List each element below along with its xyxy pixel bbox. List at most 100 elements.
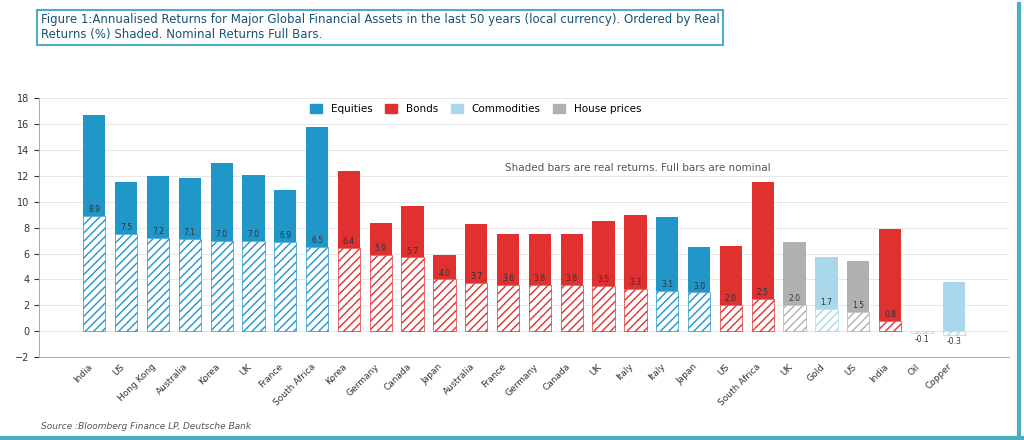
Bar: [625, 289, 646, 331]
Text: 2.0: 2.0: [788, 294, 801, 304]
Text: 4.0: 4.0: [438, 268, 451, 278]
Text: 6.5: 6.5: [311, 236, 324, 245]
Bar: [401, 257, 424, 331]
Bar: [497, 285, 519, 331]
Bar: [625, 215, 646, 331]
Bar: [497, 234, 519, 331]
Text: 2.0: 2.0: [725, 294, 737, 304]
Text: 5.9: 5.9: [375, 244, 387, 253]
Bar: [720, 246, 742, 331]
Bar: [146, 176, 169, 331]
Text: 3.6: 3.6: [565, 274, 578, 283]
Bar: [879, 229, 901, 331]
Bar: [370, 223, 392, 331]
Bar: [433, 279, 456, 331]
Bar: [688, 293, 711, 331]
Bar: [274, 190, 297, 331]
Text: 7.0: 7.0: [216, 230, 227, 239]
Bar: [879, 321, 901, 331]
Bar: [528, 285, 551, 331]
Text: 1.5: 1.5: [852, 301, 864, 310]
Bar: [720, 305, 742, 331]
Bar: [561, 285, 583, 331]
Bar: [465, 224, 487, 331]
Text: -0.1: -0.1: [914, 334, 930, 344]
Bar: [243, 241, 264, 331]
Text: 7.5: 7.5: [120, 223, 132, 232]
Text: 6.9: 6.9: [280, 231, 292, 240]
Bar: [401, 205, 424, 331]
Bar: [783, 305, 806, 331]
Bar: [211, 163, 232, 331]
Text: 0.8: 0.8: [884, 310, 896, 319]
Bar: [83, 115, 105, 331]
Text: 5.7: 5.7: [407, 246, 419, 256]
Bar: [83, 216, 105, 331]
Bar: [561, 234, 583, 331]
Bar: [910, 331, 933, 333]
Text: 3.3: 3.3: [630, 278, 641, 286]
Bar: [783, 242, 806, 331]
Bar: [433, 255, 456, 331]
Bar: [656, 217, 679, 331]
Text: 3.6: 3.6: [502, 274, 514, 283]
Bar: [306, 247, 329, 331]
Bar: [847, 261, 869, 331]
Bar: [879, 321, 901, 331]
Bar: [243, 241, 264, 331]
Bar: [465, 283, 487, 331]
Bar: [338, 249, 360, 331]
Text: 3.0: 3.0: [693, 282, 706, 290]
Legend: Equities, Bonds, Commodities, House prices: Equities, Bonds, Commodities, House pric…: [307, 101, 644, 117]
Bar: [625, 289, 646, 331]
Text: 3.1: 3.1: [662, 280, 674, 289]
Text: 3.7: 3.7: [470, 272, 482, 282]
Bar: [943, 331, 965, 335]
Text: 1.7: 1.7: [820, 298, 833, 307]
Bar: [306, 247, 329, 331]
Bar: [593, 286, 614, 331]
Bar: [593, 221, 614, 331]
Bar: [178, 179, 201, 331]
Bar: [752, 182, 774, 331]
Text: Source :Bloomberg Finance LP, Deutsche Bank: Source :Bloomberg Finance LP, Deutsche B…: [41, 422, 251, 431]
Bar: [688, 293, 711, 331]
Bar: [146, 238, 169, 331]
Text: 7.0: 7.0: [248, 230, 259, 239]
Bar: [720, 305, 742, 331]
Bar: [497, 285, 519, 331]
Bar: [465, 283, 487, 331]
Bar: [306, 127, 329, 331]
Bar: [815, 257, 838, 331]
Text: Shaded bars are real returns. Full bars are nominal: Shaded bars are real returns. Full bars …: [505, 163, 770, 173]
Text: 7.2: 7.2: [152, 227, 164, 236]
Bar: [211, 241, 232, 331]
Bar: [910, 331, 933, 333]
Text: 6.4: 6.4: [343, 238, 355, 246]
Text: 8.9: 8.9: [88, 205, 100, 214]
Text: 3.5: 3.5: [598, 275, 609, 284]
Bar: [274, 242, 297, 331]
Bar: [338, 171, 360, 331]
Bar: [943, 331, 965, 335]
Bar: [178, 239, 201, 331]
Bar: [243, 175, 264, 331]
Bar: [211, 241, 232, 331]
Bar: [115, 234, 137, 331]
Bar: [656, 291, 679, 331]
Bar: [83, 216, 105, 331]
Bar: [274, 242, 297, 331]
Bar: [401, 257, 424, 331]
Bar: [433, 279, 456, 331]
Bar: [561, 285, 583, 331]
Bar: [847, 312, 869, 331]
Bar: [943, 282, 965, 331]
Bar: [593, 286, 614, 331]
Bar: [146, 238, 169, 331]
Bar: [815, 309, 838, 331]
Bar: [783, 305, 806, 331]
Text: 2.5: 2.5: [757, 288, 769, 297]
Bar: [688, 247, 711, 331]
Bar: [115, 234, 137, 331]
Bar: [656, 291, 679, 331]
